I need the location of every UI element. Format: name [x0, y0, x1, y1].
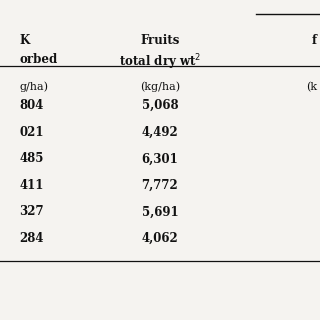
Text: 284: 284: [19, 232, 44, 245]
Text: 4,062: 4,062: [142, 232, 178, 245]
Text: 4,492: 4,492: [142, 126, 178, 139]
Text: 5,691: 5,691: [142, 205, 178, 219]
Text: f: f: [312, 34, 317, 47]
Text: 6,301: 6,301: [142, 152, 178, 165]
Text: 021: 021: [19, 126, 44, 139]
Text: orbed: orbed: [19, 53, 58, 66]
Text: 804: 804: [19, 99, 44, 112]
Text: 411: 411: [19, 179, 44, 192]
Text: g/ha): g/ha): [19, 82, 48, 92]
Text: Fruits: Fruits: [140, 34, 180, 47]
Text: (k: (k: [306, 82, 317, 92]
Text: 5,068: 5,068: [142, 99, 178, 112]
Text: 485: 485: [19, 152, 44, 165]
Text: 7,772: 7,772: [142, 179, 178, 192]
Text: total dry wt$^2$: total dry wt$^2$: [119, 53, 201, 72]
Text: (kg/ha): (kg/ha): [140, 82, 180, 92]
Text: K: K: [19, 34, 29, 47]
Text: 327: 327: [19, 205, 44, 219]
